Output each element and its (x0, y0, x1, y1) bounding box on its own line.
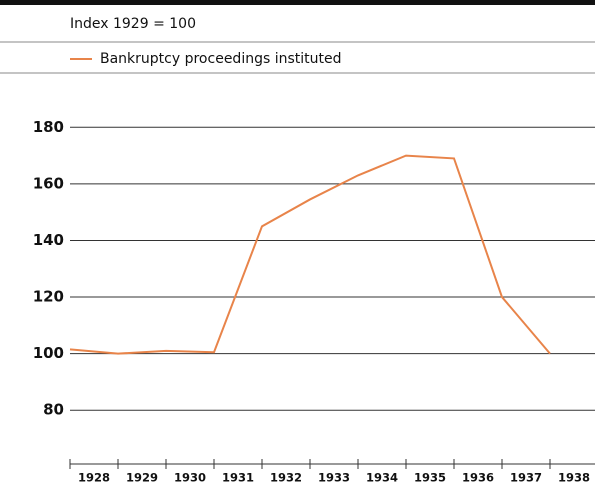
legend-label: Bankruptcy proceedings instituted (100, 51, 342, 67)
y-tick-label: 120 (33, 288, 64, 306)
x-tick-label: 1932 (270, 471, 302, 485)
x-tick-label: 1936 (462, 471, 494, 485)
y-tick-label: 140 (33, 231, 64, 249)
x-tick-label: 1929 (126, 471, 158, 485)
x-tick-label: 1935 (414, 471, 446, 485)
x-tick-label: 1938 (558, 471, 590, 485)
x-tick-label: 1933 (318, 471, 350, 485)
x-tick-label: 1930 (174, 471, 206, 485)
x-tick-label: 1934 (366, 471, 398, 485)
y-tick-label: 80 (43, 401, 64, 419)
top-rule (0, 0, 595, 5)
chart-subtitle: Index 1929 = 100 (70, 16, 196, 32)
x-tick-label: 1931 (222, 471, 254, 485)
data-line (69, 154, 551, 355)
y-tick-label: 100 (33, 344, 64, 362)
y-tick-label: 180 (33, 118, 64, 136)
y-tick-label: 160 (33, 174, 64, 192)
x-tick-label: 1928 (78, 471, 110, 485)
x-tick-label: 1937 (510, 471, 542, 485)
